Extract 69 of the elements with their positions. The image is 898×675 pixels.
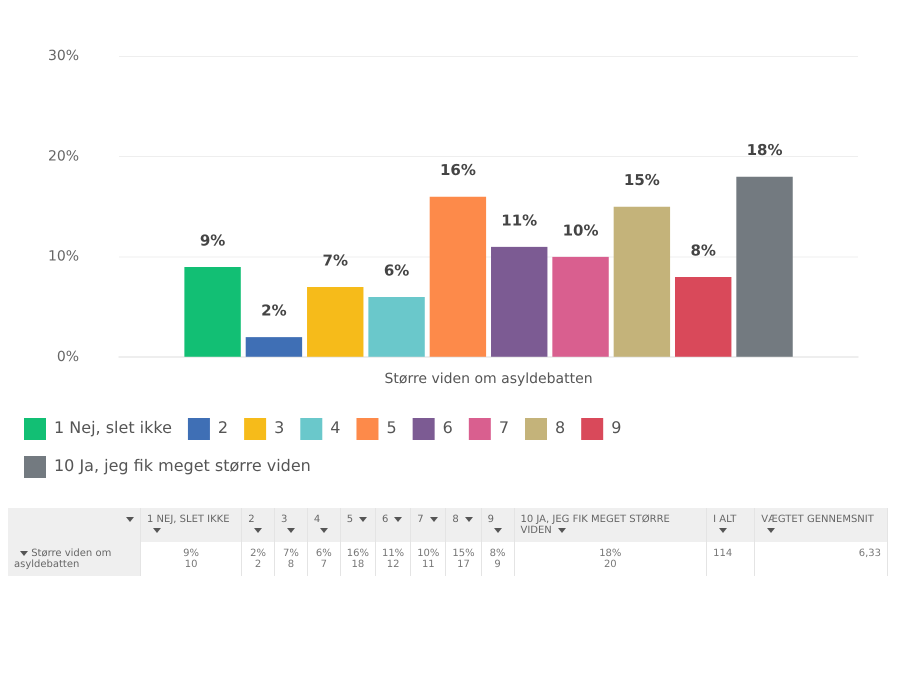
- text: 12: [386, 559, 400, 570]
- text: 20: [602, 559, 618, 570]
- text: 114: [706, 542, 755, 576]
- legend-label: 3: [274, 418, 284, 438]
- text: 11%: [382, 548, 404, 559]
- data-label: 16%: [440, 161, 476, 180]
- text: 11: [420, 559, 436, 570]
- data-label: 15%: [624, 171, 660, 190]
- text: 3: [281, 514, 288, 525]
- text: 18: [350, 559, 366, 570]
- legend-label: 9: [611, 418, 622, 438]
- bar: [246, 337, 302, 357]
- legend-label: 8: [555, 418, 566, 438]
- bar: [307, 287, 364, 357]
- text: 18%: [599, 548, 622, 559]
- text: 2%: [250, 548, 266, 559]
- legend-label: 10 Ja, jeg fik meget større viden: [54, 456, 311, 476]
- data-label: 11%: [501, 211, 538, 230]
- text: 7%: [283, 548, 299, 559]
- data-label: 9%: [200, 231, 226, 250]
- data-label: 7%: [322, 251, 348, 270]
- text: 8: [452, 514, 459, 525]
- text: 5: [346, 514, 354, 525]
- text: 10 JA, JEG FIK MEGET STØRRE VIDEN: [520, 514, 670, 536]
- data-label: 18%: [746, 141, 782, 160]
- bar: [430, 196, 486, 357]
- text: 17: [456, 559, 471, 570]
- text: 1 NEJ, SLET IKKE: [147, 514, 230, 525]
- bar: [491, 246, 548, 357]
- y-tick-label: 30%: [48, 48, 80, 64]
- legend-label: 4: [330, 418, 340, 438]
- bar: [184, 266, 241, 357]
- bar: [368, 297, 425, 357]
- text: 7: [320, 559, 328, 570]
- text: 16%: [346, 548, 369, 559]
- data-label: 2%: [261, 302, 287, 320]
- legend-label: 2: [218, 418, 228, 438]
- text: 6%: [316, 548, 332, 559]
- text: 8%: [490, 548, 506, 559]
- bar: [674, 276, 732, 357]
- text: 15%: [452, 548, 475, 559]
- legend-label: 6: [442, 418, 453, 438]
- bar: [736, 176, 793, 357]
- y-tick-label: 20%: [48, 148, 80, 164]
- legend-label: 7: [498, 418, 510, 438]
- text: VÆGTET GENNEMSNIT: [761, 514, 874, 525]
- text: 9%: [183, 548, 200, 559]
- bar: [552, 256, 609, 357]
- y-tick-label: 0%: [56, 348, 80, 365]
- data-label: 8%: [690, 241, 716, 260]
- text: 9: [488, 514, 494, 525]
- bar: [614, 206, 670, 357]
- text: 7: [417, 514, 424, 525]
- text: 10%: [417, 548, 440, 559]
- text: I ALT: [713, 514, 736, 525]
- text: 8: [286, 559, 296, 570]
- data-label: 10%: [562, 221, 599, 240]
- data-label: 6%: [384, 261, 410, 280]
- text: Større viden om asyldebatten: [14, 548, 112, 570]
- text: 2: [248, 514, 255, 525]
- text: 2: [254, 559, 262, 570]
- legend-label: 1 Nej, slet ikke: [54, 418, 172, 438]
- legend-label: 5: [386, 418, 397, 438]
- text: 6,33: [754, 542, 888, 576]
- y-tick-label: 10%: [48, 248, 80, 265]
- text: 9: [493, 559, 502, 570]
- text: 4: [314, 514, 320, 525]
- text: 6: [382, 514, 388, 525]
- text: 10: [184, 559, 198, 570]
